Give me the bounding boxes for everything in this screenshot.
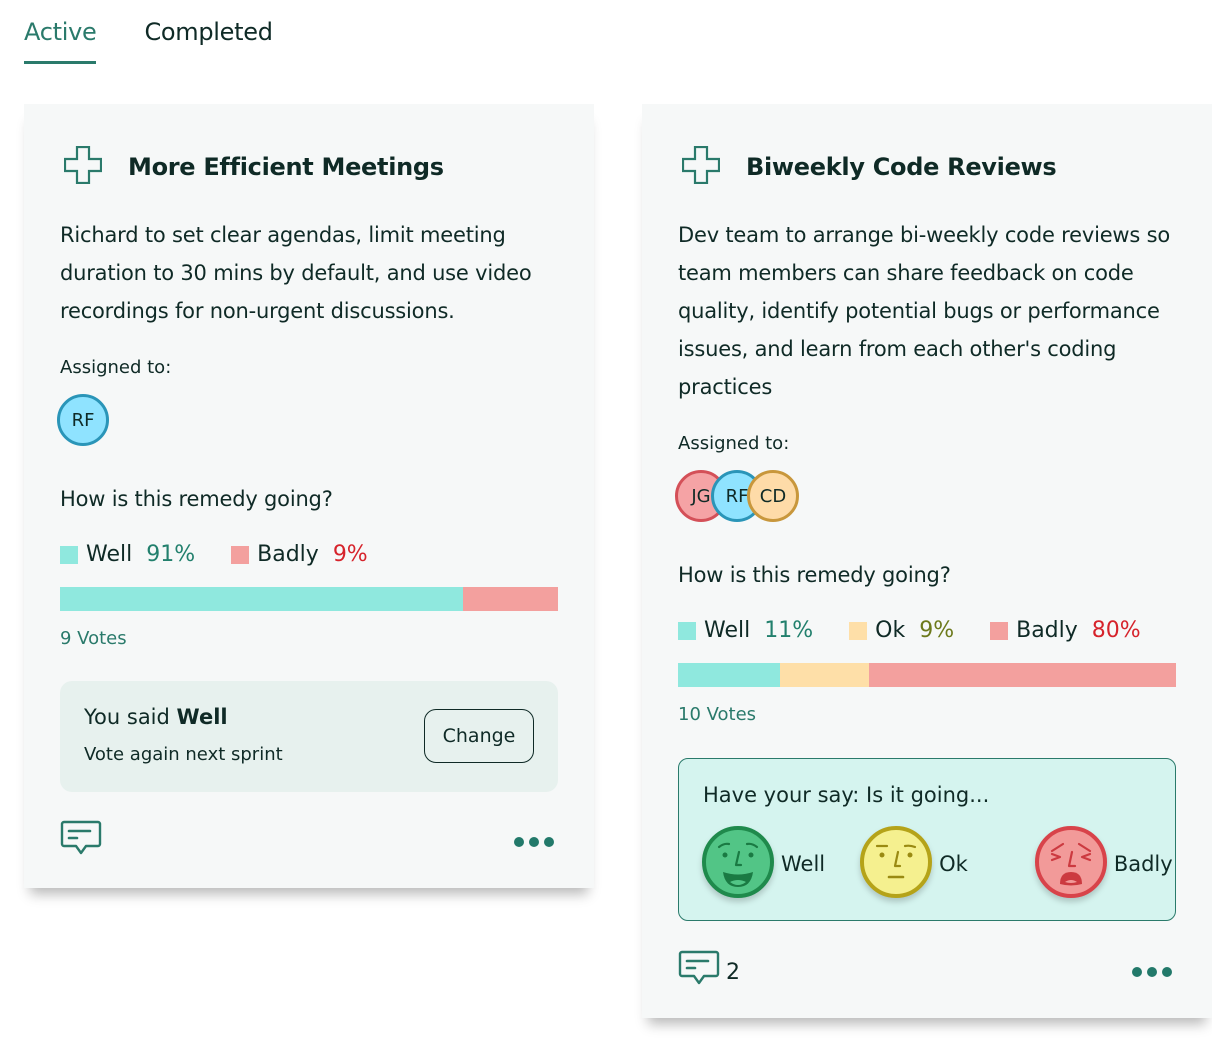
badly-swatch xyxy=(990,621,1009,640)
legend-pct: 80% xyxy=(1091,618,1141,643)
remedy-card: Biweekly Code Reviews Dev team to arrang… xyxy=(642,104,1212,1018)
legend-badly: Badly 9% xyxy=(231,542,368,567)
card-header: Biweekly Code Reviews xyxy=(681,145,1057,188)
well-swatch xyxy=(60,545,78,564)
vote-option-label: Ok xyxy=(939,852,968,876)
legend-pct: 9% xyxy=(332,542,368,567)
bar-segment-badly xyxy=(463,587,558,611)
results-legend: Well 91% Badly 9% xyxy=(60,542,404,567)
vote-count: 10 Votes xyxy=(678,704,757,725)
happy-face-icon xyxy=(701,825,775,903)
card-description: Richard to set clear agendas, limit meet… xyxy=(60,223,532,323)
badly-swatch xyxy=(231,545,250,564)
vote-well-button[interactable]: Well xyxy=(701,825,825,903)
avatar[interactable]: RF xyxy=(57,394,109,446)
comment-icon xyxy=(678,950,720,994)
results-legend: Well 11% Ok 9% Badly 80% xyxy=(678,618,1177,643)
plus-cross-outline-icon xyxy=(681,145,721,188)
well-swatch xyxy=(678,621,696,640)
vote-option-label: Badly xyxy=(1113,852,1173,876)
card-footer: 2 xyxy=(678,950,1176,994)
more-dots-icon[interactable] xyxy=(510,833,558,851)
bar-segment-ok xyxy=(780,663,869,687)
distressed-face-icon xyxy=(1034,825,1108,903)
remedy-question: How is this remedy going? xyxy=(678,563,951,587)
legend-pct: 11% xyxy=(764,618,814,643)
neutral-face-icon xyxy=(859,825,933,903)
legend-well: Well 91% xyxy=(60,542,195,567)
remedy-card: More Efficient Meetings Richard to set c… xyxy=(24,104,594,888)
legend-label: Well xyxy=(704,618,751,643)
vote-prompt: Have your say: Is it going... xyxy=(703,783,990,807)
legend-badly: Badly 80% xyxy=(990,618,1141,643)
bar-segment-well xyxy=(678,663,781,687)
card-footer xyxy=(60,820,558,864)
legend-label: Badly xyxy=(257,542,319,567)
card-title: More Efficient Meetings xyxy=(128,153,444,181)
ok-swatch xyxy=(849,621,868,640)
tab-bar: Active Completed xyxy=(24,18,273,64)
tab-completed[interactable]: Completed xyxy=(144,18,273,46)
results-bar xyxy=(678,663,1176,687)
your-vote-text: You said Well xyxy=(84,705,228,729)
legend-label: Well xyxy=(86,542,133,567)
comment-count: 2 xyxy=(726,959,740,985)
assignee-list: JG RF CD xyxy=(675,470,799,522)
card-header: More Efficient Meetings xyxy=(63,145,444,188)
comments-button[interactable]: 2 xyxy=(678,950,740,994)
bar-segment-well xyxy=(60,587,464,611)
your-vote-choice: Well xyxy=(176,705,228,729)
legend-label: Badly xyxy=(1016,618,1078,643)
vote-panel: Have your say: Is it going... xyxy=(678,758,1176,921)
vote-again-note: Vote again next sprint xyxy=(84,744,283,765)
avatar[interactable]: CD xyxy=(747,470,799,522)
legend-well: Well 11% xyxy=(678,618,813,643)
assigned-label: Assigned to: xyxy=(60,357,172,378)
your-vote-prefix: You said xyxy=(84,705,170,729)
your-vote-panel: You said Well Vote again next sprint Cha… xyxy=(60,681,558,792)
results-bar xyxy=(60,587,558,611)
legend-pct: 9% xyxy=(919,618,955,643)
more-dots-icon[interactable] xyxy=(1128,963,1176,981)
legend-label: Ok xyxy=(875,618,906,643)
bar-segment-badly xyxy=(868,663,1176,687)
tab-active[interactable]: Active xyxy=(24,18,97,64)
assigned-label: Assigned to: xyxy=(678,433,790,454)
legend-ok: Ok 9% xyxy=(849,618,954,643)
card-title: Biweekly Code Reviews xyxy=(746,153,1057,181)
vote-option-label: Well xyxy=(781,852,826,876)
vote-ok-button[interactable]: Ok xyxy=(859,825,968,903)
comments-button[interactable] xyxy=(60,820,102,864)
assignee-list: RF xyxy=(57,394,109,446)
comment-icon xyxy=(60,820,102,864)
card-description: Dev team to arrange bi-weekly code revie… xyxy=(678,223,1171,399)
change-vote-button[interactable]: Change xyxy=(424,709,534,763)
vote-count: 9 Votes xyxy=(60,628,127,649)
plus-cross-outline-icon xyxy=(63,145,103,188)
vote-options: Well Ok xyxy=(701,825,1173,903)
remedy-question: How is this remedy going? xyxy=(60,487,333,511)
vote-badly-button[interactable]: Badly xyxy=(1034,825,1173,903)
legend-pct: 91% xyxy=(146,542,196,567)
